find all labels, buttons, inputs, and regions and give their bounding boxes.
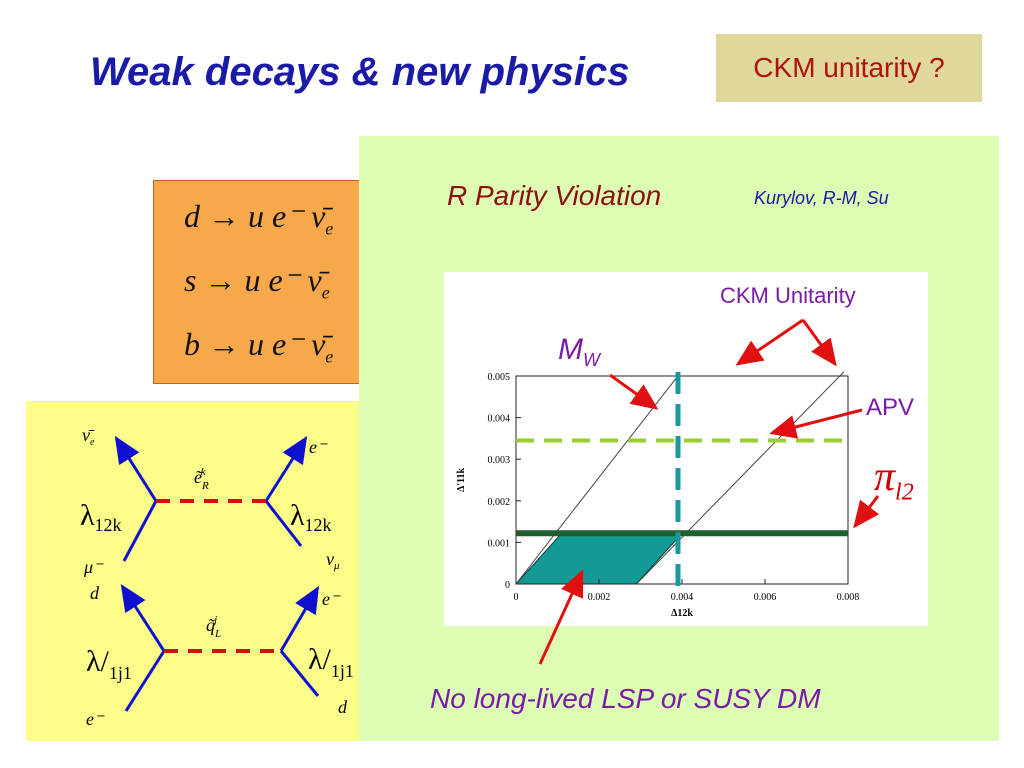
apv-arrow (769, 408, 863, 439)
mw-label: MW (558, 333, 600, 371)
slide-title: Weak decays & new physics (90, 50, 630, 94)
mw-label-main: M (558, 333, 583, 366)
bottom-left-coupling: λ/1j1 (86, 645, 132, 683)
top-right-coupling: λ12k (290, 499, 332, 535)
top-left-coupling: λ12k (80, 499, 122, 535)
bottom-right-in-line (279, 650, 320, 697)
pi-label-main: π (874, 454, 896, 500)
decay-row-b: b → u e⁻ ν̄e (184, 325, 333, 367)
rpv-authors: Kurylov, R-M, Su (754, 188, 889, 208)
top-left-out-line (114, 435, 158, 502)
x-tick-label: 0 (514, 592, 519, 603)
x-tick-label: 0.008 (837, 592, 860, 603)
decay-row-d: d → u e⁻ ν̄e (184, 197, 333, 239)
bottom-right-in-label: d (338, 697, 348, 717)
ckm-line-2 (635, 371, 845, 585)
decay-eq-3-sub: e (325, 346, 334, 367)
apv-label: APV (866, 394, 915, 421)
bottom-right-coupling: λ/1j1 (308, 643, 354, 681)
bottom-right-out-line (279, 585, 320, 652)
lsp-arrow (538, 569, 584, 665)
rpv-title: R Parity Violation (447, 180, 662, 211)
y-tick-label: 0.002 (488, 497, 511, 508)
pi-l2-arrow (853, 495, 880, 529)
ckm-unitarity-label: CKM Unitarity (720, 283, 856, 308)
ckm-line-1 (515, 375, 679, 585)
pi-label-sub: l2 (895, 479, 914, 506)
y-tick-label: 0.003 (488, 455, 511, 466)
ckm-arrow-right (801, 319, 837, 367)
mw-label-sub: W (583, 350, 600, 370)
y-tick-label: 0 (505, 580, 510, 591)
x-tick-label: 0.006 (754, 592, 777, 603)
bottom-left-out-label: d (90, 583, 100, 603)
top-left-in-label: μ⁻ (83, 557, 104, 577)
x-axis-label: Δ12k (671, 608, 693, 619)
top-right-in-line (264, 500, 303, 547)
mw-arrow (609, 373, 659, 410)
top-right-in-label: νμ (326, 549, 340, 572)
x-tick-label: 0.002 (588, 592, 611, 603)
rpv-constraint-plot: 0 0.002 0.004 0.006 0.008 0 0.001 0.002 0.003 0.0… (456, 364, 860, 619)
bottom-left-in-line (124, 650, 166, 712)
feynman-diagram-panel: ν̄e e⁻ ẽRk λ12k λ12k μ⁻ νμ d e⁻ q̃Lj λ/1… (26, 401, 366, 741)
lsp-label: No long-lived LSP or SUSY DM (430, 683, 821, 714)
top-right-out-line (264, 435, 308, 502)
pi-l2-label: πl2 (874, 453, 914, 506)
decay-eq-2-sub: e (321, 282, 330, 303)
top-propagator-label: ẽRk (194, 466, 209, 492)
bottom-right-out-label: e⁻ (322, 589, 341, 609)
bottom-propagator-label: q̃Lj (206, 614, 221, 640)
ckm-unitarity-box: CKM unitarity ? (716, 34, 982, 102)
decay-row-s: s → u e⁻ ν̄e (184, 261, 330, 303)
x-tick-label: 0.004 (671, 592, 694, 603)
y-tick-label: 0.004 (488, 414, 511, 425)
top-right-out-label: e⁻ (309, 437, 328, 457)
bottom-left-in-label: e⁻ (86, 709, 105, 729)
decay-eq-1-sub: e (325, 218, 334, 239)
top-left-in-line (122, 500, 158, 562)
y-tick-label: 0.001 (488, 538, 511, 549)
feynman-diagrams: ν̄e e⁻ ẽRk λ12k λ12k μ⁻ νμ d e⁻ q̃Lj λ/1… (80, 425, 354, 729)
y-axis-label: Δ'11k (456, 468, 467, 492)
decay-eq-2: s → u e⁻ ν̄ (184, 262, 322, 298)
bottom-feynman-diagram: d e⁻ q̃Lj λ/1j1 λ/1j1 e⁻ d (86, 583, 354, 729)
top-feynman-diagram: ν̄e e⁻ ẽRk λ12k λ12k μ⁻ νμ (80, 425, 340, 577)
ckm-arrow-left (735, 318, 804, 366)
decay-eq-3: b → u e⁻ ν̄ (184, 326, 326, 362)
bottom-left-out-line (120, 583, 166, 652)
rpv-plot-frame: 0 0.002 0.004 0.006 0.008 0 0.001 0.002 0.003 0.0… (444, 272, 928, 626)
y-tick-label: 0.005 (488, 372, 511, 383)
decay-eq-1: d → u e⁻ ν̄ (184, 198, 326, 234)
